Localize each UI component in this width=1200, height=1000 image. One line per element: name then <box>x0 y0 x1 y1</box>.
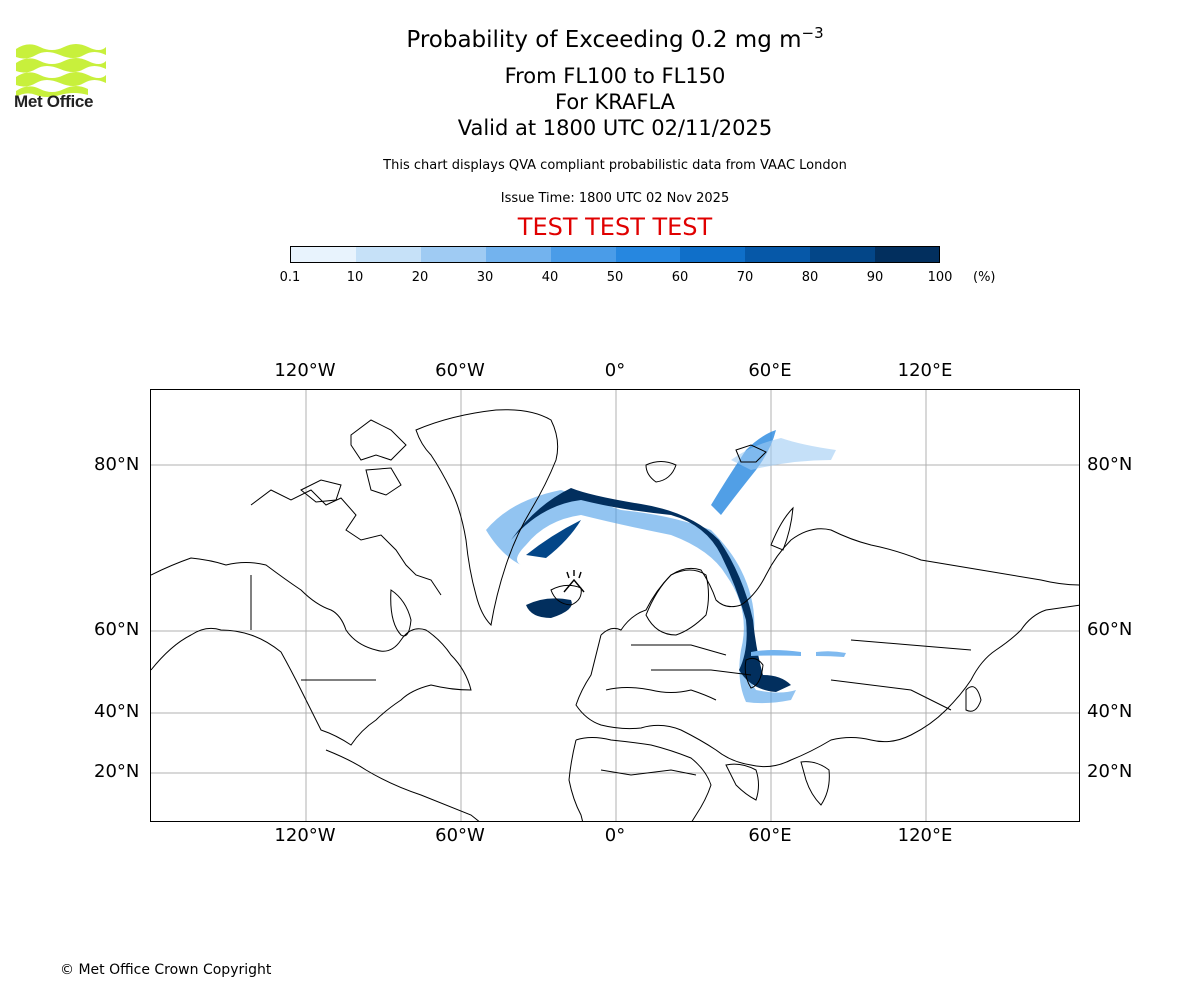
lat-label-left: 20°N <box>94 761 140 782</box>
lon-label-bottom: 120°W <box>274 825 336 846</box>
lon-label-top: 60°W <box>435 360 485 381</box>
colorbar-segment <box>355 247 421 262</box>
colorbar-tick-label: 30 <box>476 270 494 285</box>
colorbar-tick-label: 60 <box>671 270 689 285</box>
graticule <box>151 390 1079 821</box>
lat-label-right: 60°N <box>1087 619 1133 640</box>
probability-colorbar <box>290 246 940 263</box>
colorbar-tick-label: 80 <box>801 270 819 285</box>
lon-label-bottom: 120°E <box>897 825 953 846</box>
colorbar-segment <box>615 247 681 262</box>
colorbar-tick-label: 100 <box>927 270 953 285</box>
flight-level-range: From FL100 to FL150 <box>504 64 726 88</box>
copyright-notice: © Met Office Crown Copyright <box>60 962 272 978</box>
lat-label-right: 80°N <box>1087 454 1133 475</box>
ash-plume <box>486 430 846 704</box>
lon-label-top: 120°E <box>897 360 953 381</box>
colorbar-tick-label: 40 <box>541 270 559 285</box>
colorbar-segment <box>745 247 811 262</box>
lon-label-top: 120°W <box>274 360 336 381</box>
lon-label-top: 0° <box>604 360 626 381</box>
volcano-marker-icon <box>563 570 585 593</box>
logo-text: Met Office <box>14 92 94 111</box>
colorbar-segment <box>810 247 876 262</box>
lon-label-top: 60°E <box>748 360 792 381</box>
colorbar-segment <box>485 247 551 262</box>
colorbar-segment <box>550 247 616 262</box>
coastlines <box>151 409 1079 821</box>
lat-label-right: 20°N <box>1087 761 1133 782</box>
colorbar-segment <box>291 247 356 262</box>
colorbar-segment <box>420 247 486 262</box>
colorbar-tick-label: 70 <box>736 270 754 285</box>
colorbar-tick-label: 20 <box>411 270 429 285</box>
lat-label-left: 80°N <box>94 454 140 475</box>
lat-label-left: 40°N <box>94 701 140 722</box>
colorbar-tick-label: 90 <box>866 270 884 285</box>
colorbar-unit: (%) <box>973 270 996 285</box>
issue-time: Issue Time: 1800 UTC 02 Nov 2025 <box>500 191 730 206</box>
colorbar-segment <box>680 247 746 262</box>
chart-title: Probability of Exceeding 0.2 mg m−3 <box>406 24 824 54</box>
map-svg <box>151 390 1079 821</box>
met-office-logo-icon <box>16 44 106 97</box>
lon-label-bottom: 60°E <box>748 825 792 846</box>
test-banner: TEST TEST TEST <box>517 213 713 241</box>
lat-label-left: 60°N <box>94 619 140 640</box>
lon-label-bottom: 0° <box>604 825 626 846</box>
map-panel <box>150 389 1080 822</box>
colorbar-tick-label: 10 <box>346 270 364 285</box>
lon-label-bottom: 60°W <box>435 825 485 846</box>
chart-description: This chart displays QVA compliant probab… <box>383 158 847 173</box>
volcano-name: For KRAFLA <box>555 90 675 114</box>
colorbar-segment <box>875 247 940 262</box>
lat-label-right: 40°N <box>1087 701 1133 722</box>
colorbar-tick-label: 50 <box>606 270 624 285</box>
valid-time: Valid at 1800 UTC 02/11/2025 <box>457 116 773 140</box>
colorbar-tick-label: 0.1 <box>279 270 301 285</box>
